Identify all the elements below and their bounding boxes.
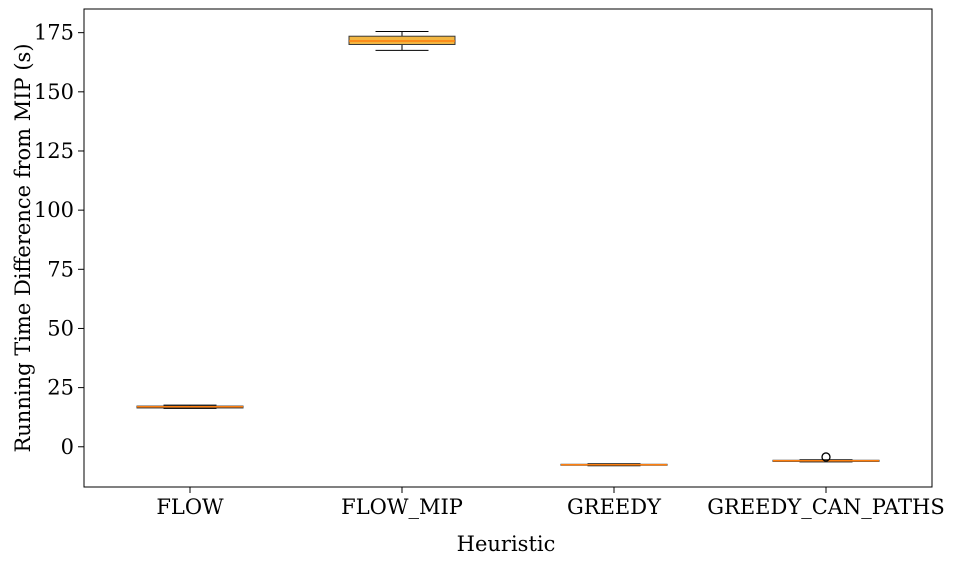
x-tick-label: GREEDY bbox=[567, 495, 662, 519]
x-axis: FLOW FLOW_MIP GREEDY GREEDY_CAN_PATHS bbox=[156, 487, 945, 519]
y-tick-label: 50 bbox=[47, 316, 74, 340]
y-tick-label: 175 bbox=[34, 21, 74, 45]
box-greedy-can-paths bbox=[772, 452, 880, 463]
y-tick-label: 125 bbox=[34, 139, 74, 163]
x-tick-label: FLOW_MIP bbox=[341, 495, 463, 519]
box-series bbox=[136, 30, 880, 467]
y-tick-label: 100 bbox=[34, 198, 74, 222]
y-tick-label: 0 bbox=[61, 435, 74, 459]
box-flow bbox=[136, 404, 244, 409]
x-tick-label: GREEDY_CAN_PATHS bbox=[707, 495, 944, 519]
outlier-point bbox=[821, 452, 831, 462]
y-tick-label: 150 bbox=[34, 80, 74, 104]
box-flow-mip bbox=[348, 30, 456, 51]
y-tick-label: 75 bbox=[47, 257, 74, 281]
plot-frame bbox=[83, 8, 933, 488]
y-axis-title: Running Time Difference from MIP (s) bbox=[11, 43, 35, 452]
x-tick-label: FLOW bbox=[156, 495, 224, 519]
x-axis-title: Heuristic bbox=[457, 532, 556, 556]
y-axis: 0 25 50 75 100 125 150 175 bbox=[34, 21, 84, 459]
y-tick-label: 25 bbox=[47, 376, 74, 400]
box-greedy bbox=[560, 463, 668, 467]
